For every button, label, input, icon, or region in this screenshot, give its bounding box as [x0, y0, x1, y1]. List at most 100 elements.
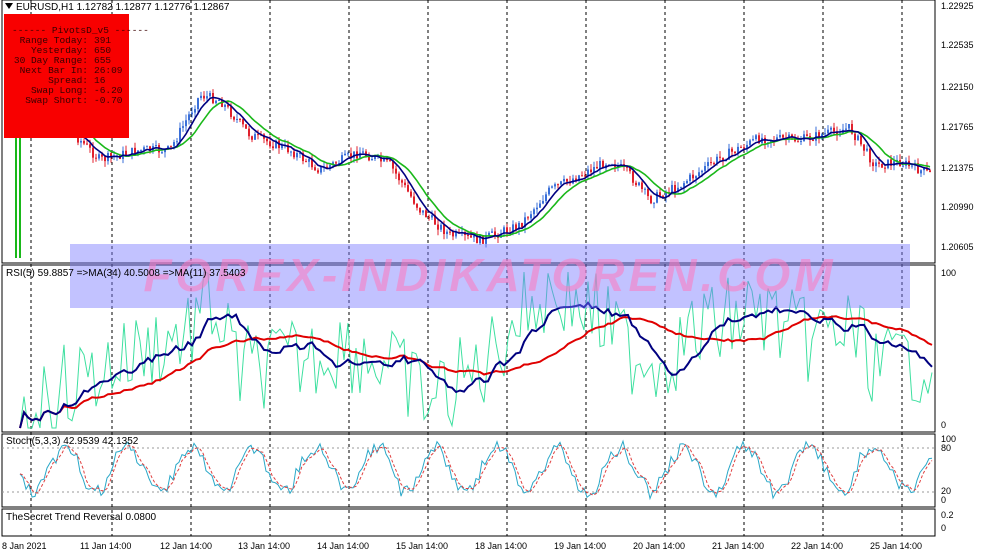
pivots-row-label: Next Bar In:	[19, 65, 88, 76]
price-candle	[302, 152, 304, 162]
pivots-row-label: 30 Day Range:	[13, 55, 88, 66]
price-candle	[656, 192, 658, 203]
pane-frame	[1, 433, 936, 508]
price-candle	[860, 135, 862, 145]
price-candle	[470, 235, 472, 238]
price-candle	[659, 192, 661, 196]
price-candle	[410, 191, 412, 197]
pivots-row-value: -0.70	[94, 95, 123, 106]
price-candle	[269, 141, 271, 147]
price-candle	[737, 146, 739, 154]
price-candle	[422, 210, 424, 213]
price-candle	[230, 106, 232, 117]
pivots-row-value: 650	[94, 45, 112, 56]
price-candle	[641, 182, 643, 189]
price-candle	[545, 194, 547, 202]
price-candle	[923, 167, 925, 171]
price-candle	[929, 170, 931, 173]
price-candle	[479, 235, 481, 244]
price-candle	[557, 184, 559, 186]
price-candle	[206, 96, 208, 99]
price-candle	[671, 184, 673, 194]
price-candle	[863, 144, 865, 151]
price-candle	[689, 174, 691, 181]
pivots-row-value: 26:09	[94, 65, 123, 76]
price-candle	[371, 159, 373, 161]
price-candle	[131, 147, 133, 157]
price-candle	[812, 139, 814, 141]
price-candle	[239, 119, 241, 121]
price-candle	[233, 116, 235, 120]
price-candle	[848, 123, 850, 129]
price-candle	[548, 187, 550, 195]
price-candle	[404, 182, 406, 186]
price-candle	[752, 139, 754, 141]
watermark-text: FOREX-INDIKATOREN.COM	[143, 249, 837, 301]
pivots-row-value: 16	[94, 75, 106, 86]
price-candle	[779, 135, 781, 138]
price-candle	[749, 140, 751, 145]
symbol-ohlc-label: EURUSD,H1 1.12782 1.12877 1.12776 1.1286…	[16, 2, 230, 13]
price-candle	[692, 174, 694, 179]
price-candle	[878, 162, 880, 164]
price-candle	[629, 167, 631, 172]
rsi-line	[19, 271, 933, 429]
watermark-band	[70, 244, 910, 308]
price-candle	[398, 173, 400, 181]
price-candle	[224, 104, 226, 107]
price-candle	[854, 133, 856, 141]
price-candle	[875, 162, 877, 167]
price-candle	[236, 119, 238, 121]
price-candle	[215, 100, 217, 104]
price-candle	[125, 150, 127, 156]
price-candle	[551, 186, 553, 188]
price-candle	[644, 188, 646, 190]
price-candle	[467, 234, 469, 236]
date-tick: 12 Jan 14:00	[160, 541, 213, 551]
date-tick: 8 Jan 2021	[2, 541, 47, 551]
price-candle	[710, 162, 712, 164]
price-candle	[350, 153, 352, 158]
price-candle	[407, 185, 409, 192]
price-candle	[653, 202, 655, 204]
price-candle	[713, 163, 715, 165]
symbol-dropdown-icon[interactable]	[5, 3, 13, 9]
price-candle	[227, 104, 229, 107]
price-candle	[626, 166, 628, 168]
price-ma-fast-line	[17, 96, 931, 240]
price-candle	[578, 175, 580, 182]
price-candle	[221, 100, 223, 107]
price-candle	[248, 128, 250, 137]
price-candle	[518, 222, 520, 230]
price-candle	[419, 207, 421, 213]
price-candle	[296, 153, 298, 158]
price-candle	[182, 126, 184, 128]
price-candle	[275, 140, 277, 149]
price-candle	[266, 138, 268, 142]
price-candle	[563, 178, 565, 182]
price-candle	[428, 217, 430, 219]
price-candle	[683, 183, 685, 187]
price-candle	[77, 134, 79, 143]
price-candle	[347, 153, 349, 155]
date-tick: 25 Jan 14:00	[870, 541, 923, 551]
price-candle	[482, 235, 484, 244]
price-tick: 1.22150	[941, 82, 974, 92]
price-candle	[251, 136, 253, 140]
price-candle	[716, 156, 718, 164]
price-candle	[770, 140, 772, 143]
price-candle	[530, 214, 532, 219]
price-candle	[731, 148, 733, 152]
price-candle	[443, 224, 445, 235]
price-candle	[167, 145, 169, 149]
price-candle	[161, 152, 163, 154]
price-candle	[344, 153, 346, 156]
trend-tick: 0.2	[941, 510, 954, 520]
price-tick: 1.21375	[941, 163, 974, 173]
price-candle	[833, 127, 835, 132]
price-candle	[140, 149, 142, 151]
price-candle	[590, 169, 592, 173]
date-tick: 21 Jan 14:00	[712, 541, 765, 551]
price-candle	[335, 162, 337, 164]
